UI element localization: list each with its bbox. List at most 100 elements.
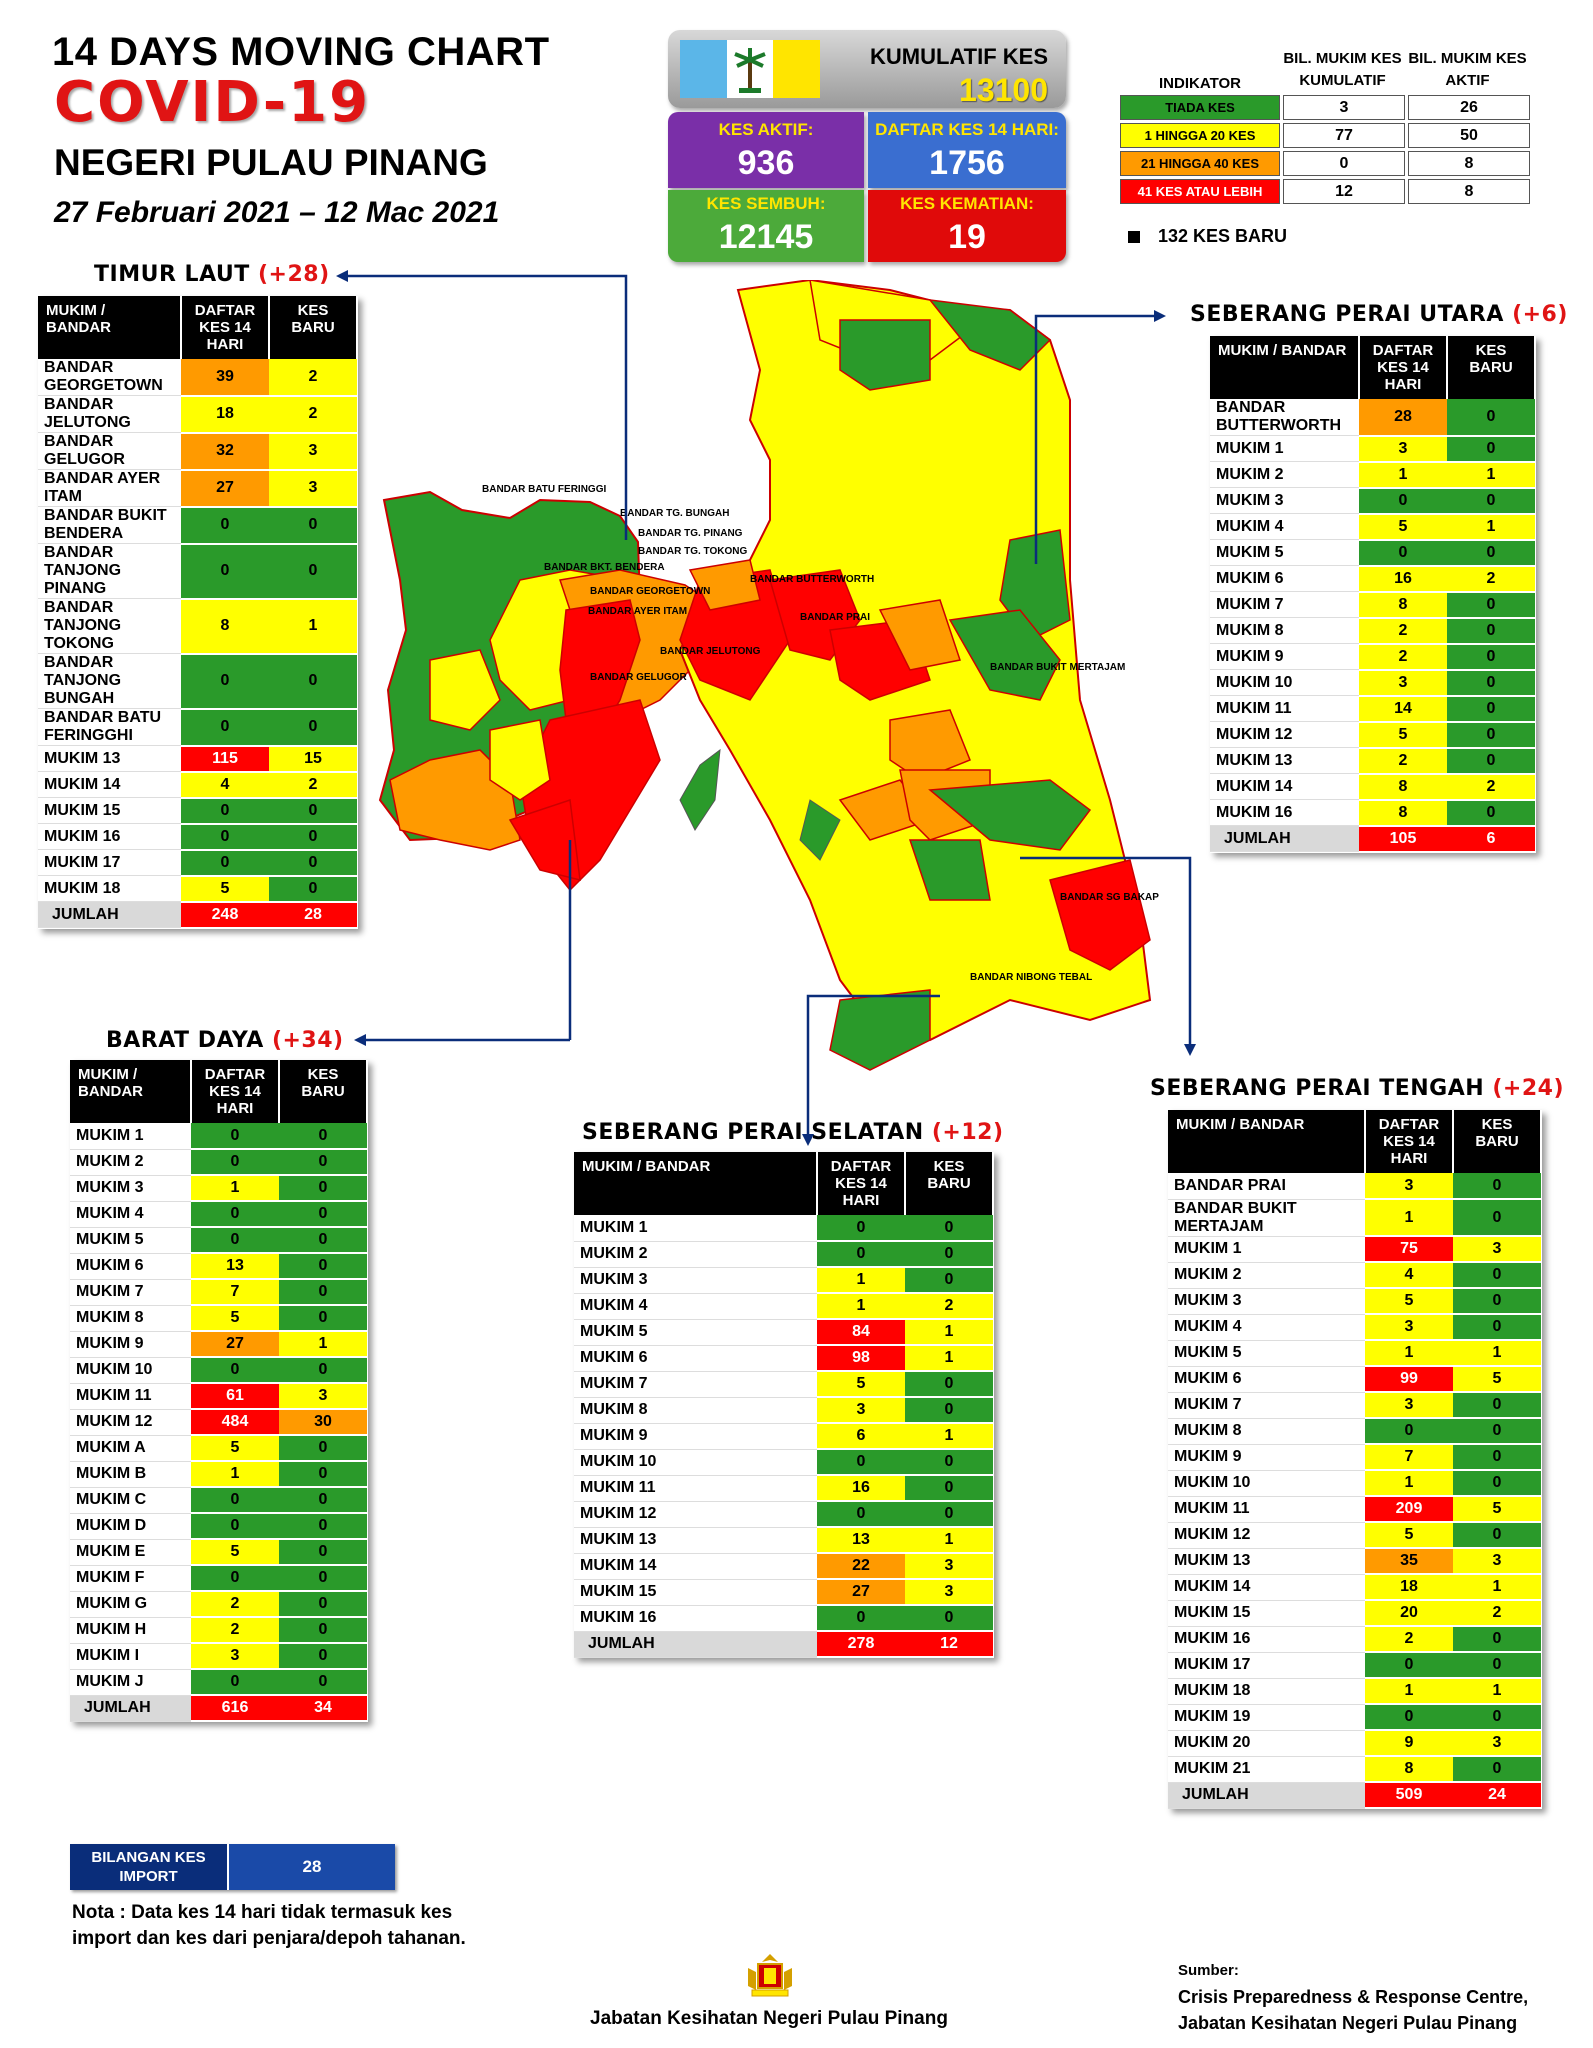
daftar-kes-value: 8 bbox=[1359, 799, 1447, 827]
table-row: MUKIM 14 4 2 bbox=[38, 771, 357, 799]
kes-baru-value: 0 bbox=[279, 1149, 367, 1176]
daftar-kes-value: 61 bbox=[191, 1383, 279, 1410]
mukim-name: MUKIM 6 bbox=[1168, 1366, 1365, 1393]
kes-baru-value: 0 bbox=[905, 1449, 993, 1476]
date-range: 27 Februari 2021 – 12 Mac 2021 bbox=[54, 196, 500, 229]
mukim-name: MUKIM 4 bbox=[574, 1293, 817, 1320]
map-place-labels: BANDAR BATU FERINGGI BANDAR TG. BUNGAH B… bbox=[482, 484, 1159, 983]
kes-baru-value: 0 bbox=[1447, 799, 1535, 827]
kes-baru-value: 0 bbox=[279, 1175, 367, 1202]
map-label: BANDAR GELUGOR bbox=[590, 672, 687, 683]
map-label: BANDAR SG BAKAP bbox=[1060, 892, 1159, 903]
mukim-name: MUKIM 4 bbox=[1210, 513, 1359, 540]
mukim-name: MUKIM 9 bbox=[574, 1423, 817, 1450]
kes-baru-value: 1 bbox=[905, 1423, 993, 1450]
daftar-kes-value: 0 bbox=[1365, 1652, 1453, 1679]
mukim-name: MUKIM 9 bbox=[70, 1331, 191, 1358]
table-row: BANDAR JELUTONG 18 2 bbox=[38, 395, 357, 434]
table-row: BANDAR BUTTERWORTH 28 0 bbox=[1210, 399, 1535, 437]
table-row: BANDAR TANJONG TOKONG 8 1 bbox=[38, 598, 357, 655]
mukim-name: MUKIM I bbox=[70, 1643, 191, 1670]
mukim-name: MUKIM 1 bbox=[574, 1215, 817, 1242]
legend-col-kumulatif: BIL. MUKIM KES KUMULATIF bbox=[1283, 50, 1402, 89]
map-label: BANDAR BKT. BENDERA bbox=[544, 562, 665, 573]
kes-baru-value: 0 bbox=[279, 1305, 367, 1332]
mukim-name: MUKIM 3 bbox=[1210, 487, 1359, 514]
kes-baru-value: 0 bbox=[1447, 643, 1535, 671]
daftar-kes-value: 484 bbox=[191, 1409, 279, 1436]
mainland-map bbox=[678, 280, 1152, 1071]
daftar-kes-value: 14 bbox=[1359, 695, 1447, 723]
table-row: BANDAR GELUGOR 32 3 bbox=[38, 432, 357, 471]
daftar-kes-value: 32 bbox=[181, 432, 269, 471]
map-label: BANDAR JELUTONG bbox=[660, 646, 761, 657]
note-text: Nota : Data kes 14 hari tidak termasuk k… bbox=[72, 1902, 466, 1949]
kes-baru-value: 0 bbox=[279, 1123, 367, 1150]
kes-baru-value: 2 bbox=[1447, 565, 1535, 593]
mukim-name: MUKIM 16 bbox=[1168, 1626, 1365, 1653]
table-total-row: JUMLAH 105 6 bbox=[1210, 825, 1535, 853]
daftar-kes-value: 3 bbox=[1359, 435, 1447, 463]
table-header: MUKIM / BANDAR DAFTAR KES 14 HARI KES BARU bbox=[70, 1060, 368, 1123]
kes-baru-value: 3 bbox=[269, 469, 357, 508]
mukim-name: MUKIM 12 bbox=[1168, 1522, 1365, 1549]
mukim-name: BANDAR TANJONG BUNGAH bbox=[38, 653, 181, 709]
daftar-kes-value: 5 bbox=[191, 1539, 279, 1566]
daftar-kes-value: 0 bbox=[181, 823, 269, 851]
kes-baru-value: 0 bbox=[1453, 1418, 1541, 1445]
mukim-name: MUKIM 10 bbox=[1210, 669, 1359, 696]
mukim-name: MUKIM 19 bbox=[1168, 1704, 1365, 1731]
import-cases-box: BILANGAN KES IMPORT 28 bbox=[70, 1844, 395, 1890]
table-row: MUKIM 16 0 0 bbox=[574, 1605, 993, 1632]
mukim-name: MUKIM 21 bbox=[1168, 1756, 1365, 1783]
kes-aktif-box: KES AKTIF: 936 bbox=[668, 112, 864, 188]
source-block: Sumber: Crisis Preparedness & Response C… bbox=[1178, 1958, 1528, 2036]
column-header: KES BARU bbox=[905, 1152, 994, 1215]
daftar-kes-value: 3 bbox=[1359, 669, 1447, 697]
legend-kumulatif-count: 3 bbox=[1283, 95, 1405, 120]
kes-baru-value: 1 bbox=[1447, 513, 1535, 541]
daftar-kes-value: 0 bbox=[191, 1669, 279, 1696]
daftar-kes-value: 5 bbox=[1365, 1288, 1453, 1315]
kes-baru-value: 0 bbox=[1453, 1756, 1541, 1783]
mukim-name: MUKIM C bbox=[70, 1487, 191, 1514]
daftar-kes-value: 1 bbox=[1365, 1470, 1453, 1497]
daftar-kes-value: 2 bbox=[1359, 617, 1447, 645]
mukim-name: MUKIM 10 bbox=[574, 1449, 817, 1476]
table-row: MUKIM 16 2 0 bbox=[1168, 1626, 1541, 1653]
sps-title: SEBERANG PERAI SELATAN bbox=[582, 1120, 924, 1145]
mukim-name: BANDAR BUTTERWORTH bbox=[1210, 399, 1359, 436]
column-header: MUKIM / BANDAR bbox=[70, 1060, 192, 1123]
table-row: MUKIM 13 13 1 bbox=[574, 1527, 993, 1554]
mukim-name: BANDAR PRAI bbox=[1168, 1173, 1365, 1200]
column-header: MUKIM / BANDAR bbox=[1210, 336, 1360, 399]
kes-baru-value: 3 bbox=[1453, 1548, 1541, 1575]
daftar-kes-value: 509 bbox=[1365, 1782, 1453, 1809]
penang-map: BANDAR BATU FERINGGI BANDAR TG. BUNGAH B… bbox=[378, 280, 1159, 1071]
kes-baru-value: 5 bbox=[1453, 1366, 1541, 1393]
mukim-name: MUKIM 12 bbox=[574, 1501, 817, 1528]
mukim-name: MUKIM 7 bbox=[1168, 1392, 1365, 1419]
column-header: DAFTAR KES 14 HARI bbox=[191, 1060, 280, 1123]
kes-kematian-value: 19 bbox=[948, 218, 986, 256]
daftar-kes-value: 4 bbox=[181, 771, 269, 799]
table-row: MUKIM 6 16 2 bbox=[1210, 565, 1535, 593]
kes-sembuh-value: 12145 bbox=[718, 218, 814, 256]
spu-heading: SEBERANG PERAI UTARA (+6) bbox=[1190, 302, 1568, 327]
spu-title: SEBERANG PERAI UTARA bbox=[1190, 302, 1504, 327]
daftar-kes-value: 0 bbox=[181, 506, 269, 545]
daftar-kes-value: 105 bbox=[1359, 825, 1447, 853]
kes-baru-value: 3 bbox=[1453, 1730, 1541, 1757]
daftar-kes-value: 5 bbox=[181, 875, 269, 903]
kes-baru-value: 6 bbox=[1447, 825, 1535, 853]
legend-kumulatif-count: 12 bbox=[1283, 179, 1405, 204]
